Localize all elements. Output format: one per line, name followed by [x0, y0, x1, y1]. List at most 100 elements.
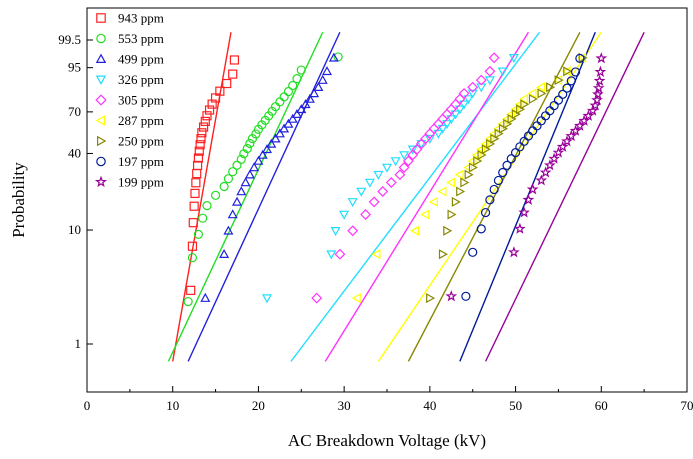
data-point [480, 138, 490, 149]
data-point [441, 108, 453, 120]
data-point [467, 89, 478, 99]
data-point [508, 53, 519, 64]
data-point [339, 210, 350, 220]
data-point [454, 105, 465, 115]
legend-label: 553 ppm [118, 31, 164, 46]
data-point [461, 291, 471, 301]
data-point [582, 109, 595, 121]
legend-marker [95, 75, 107, 85]
data-point [232, 160, 242, 170]
data-point [426, 293, 436, 304]
x-tick-label: 0 [84, 398, 91, 413]
series-points [261, 53, 519, 304]
data-point [537, 88, 547, 99]
data-point [563, 66, 573, 77]
data-point [586, 104, 599, 116]
data-point [399, 151, 410, 161]
data-point [463, 162, 473, 173]
data-point [540, 111, 551, 121]
data-point [236, 154, 246, 164]
data-point [236, 186, 247, 196]
data-point [231, 196, 243, 206]
series-points [200, 52, 339, 302]
data-point [467, 81, 479, 93]
y-axis: 1 10 40 70 95 99.5 [58, 32, 93, 351]
data-point [476, 224, 486, 234]
data-point [454, 93, 466, 105]
data-point [554, 75, 564, 86]
data-point [398, 162, 410, 173]
data-point [443, 225, 453, 236]
x-tick-label: 40 [423, 398, 436, 413]
x-axis-label: AC Breakdown Voltage (kV) [288, 431, 486, 450]
data-point [485, 195, 495, 205]
data-point [456, 186, 466, 197]
data-point [194, 146, 204, 156]
data-point [498, 167, 508, 178]
data-point [450, 98, 462, 110]
data-point [592, 81, 605, 94]
data-point [484, 76, 495, 86]
data-point [198, 122, 209, 132]
data-point [191, 178, 201, 188]
series-points [426, 52, 588, 304]
data-point [279, 92, 289, 102]
data-points [183, 52, 608, 307]
data-point [187, 241, 198, 251]
data-point [270, 133, 281, 143]
data-point [484, 133, 494, 144]
data-point [279, 123, 290, 133]
data-point [228, 167, 238, 177]
data-point [556, 140, 569, 152]
data-point [595, 52, 608, 64]
data-point [371, 249, 381, 260]
data-point [198, 213, 208, 223]
fit-line [407, 31, 581, 362]
series-points [186, 55, 240, 295]
data-point [503, 118, 513, 129]
data-point [477, 149, 487, 161]
data-point [351, 293, 361, 304]
x-tick-label: 50 [509, 398, 522, 413]
data-point [195, 140, 205, 150]
data-point [490, 133, 500, 144]
data-point [330, 227, 341, 237]
legend-item: 553 ppm [96, 31, 164, 46]
legend-marker [95, 115, 106, 126]
data-point [261, 144, 273, 154]
y-axis-label: Probability [9, 162, 28, 238]
data-point [558, 89, 568, 100]
data-point [468, 247, 478, 257]
data-point [578, 114, 590, 126]
legend-marker [95, 94, 107, 106]
data-point [288, 80, 298, 91]
data-point [575, 53, 585, 63]
data-point [520, 99, 530, 110]
legend-item: 250 ppm [96, 134, 164, 149]
data-point [274, 128, 285, 138]
data-point [347, 225, 359, 237]
data-point [497, 67, 508, 77]
x-tick-label: 60 [595, 398, 608, 413]
data-point [591, 94, 603, 106]
data-point [527, 88, 537, 99]
data-point [467, 155, 477, 167]
data-point [451, 196, 461, 207]
data-point [484, 65, 496, 77]
data-point [498, 123, 508, 134]
data-point [410, 225, 420, 236]
data-point [219, 248, 230, 258]
x-tick-label: 10 [166, 398, 179, 413]
data-point [437, 124, 448, 134]
data-point [528, 93, 538, 105]
data-point [552, 146, 565, 158]
x-tick-label: 30 [338, 398, 351, 413]
data-point [441, 120, 453, 130]
data-point [566, 76, 576, 86]
data-point [188, 218, 198, 228]
data-point [368, 196, 380, 208]
data-point [275, 97, 285, 107]
data-point [317, 74, 328, 84]
data-point [390, 157, 401, 167]
